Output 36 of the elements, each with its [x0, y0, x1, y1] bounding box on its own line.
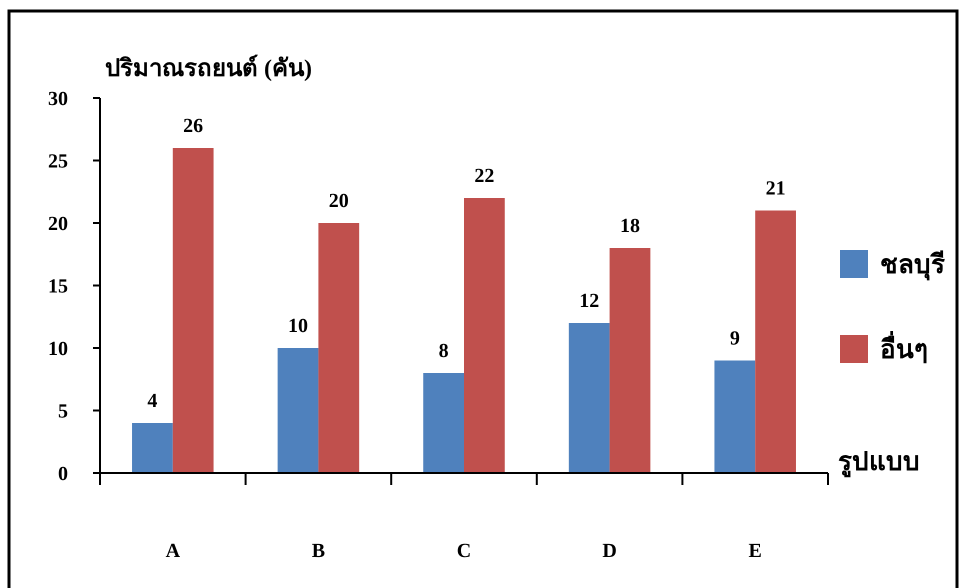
y-tick-label: 25	[48, 150, 68, 172]
bar	[172, 148, 214, 473]
data-label: 21	[766, 178, 786, 200]
bar	[755, 210, 796, 473]
x-tick-label: C	[456, 540, 472, 562]
data-label: 12	[579, 290, 600, 312]
data-label: 10	[288, 315, 308, 337]
bar	[423, 373, 464, 473]
y-axis-title: ปริมาณรถยนต์ (คัน)	[105, 54, 312, 82]
legend-label: ชลบุรี	[880, 250, 945, 282]
data-label: 20	[328, 190, 349, 212]
x-tick-label: E	[748, 540, 762, 562]
y-tick-label: 10	[48, 338, 68, 360]
y-tick-label: 20	[48, 213, 68, 235]
y-tick-label: 5	[58, 400, 68, 422]
bar	[132, 423, 173, 473]
bar	[318, 223, 360, 473]
data-label: 9	[730, 328, 740, 350]
legend-label: อื่นๆ	[880, 330, 928, 364]
data-label: 8	[438, 340, 449, 362]
y-tick-label: 0	[58, 463, 68, 485]
x-axis-title: รูปแบบ	[838, 447, 920, 478]
x-tick-label: A	[166, 540, 181, 562]
bar	[464, 198, 505, 473]
bar	[278, 348, 318, 473]
data-label: 26	[183, 115, 204, 137]
x-tick-label: D	[602, 540, 617, 562]
bar	[568, 323, 610, 473]
data-label: 22	[474, 165, 494, 187]
data-label: 18	[620, 215, 640, 237]
y-tick-label: 15	[48, 276, 68, 298]
y-tick-label: 30	[48, 88, 68, 110]
bar	[610, 248, 650, 473]
bar	[714, 360, 756, 473]
x-tick-label: B	[312, 540, 326, 562]
data-label: 4	[147, 390, 158, 412]
